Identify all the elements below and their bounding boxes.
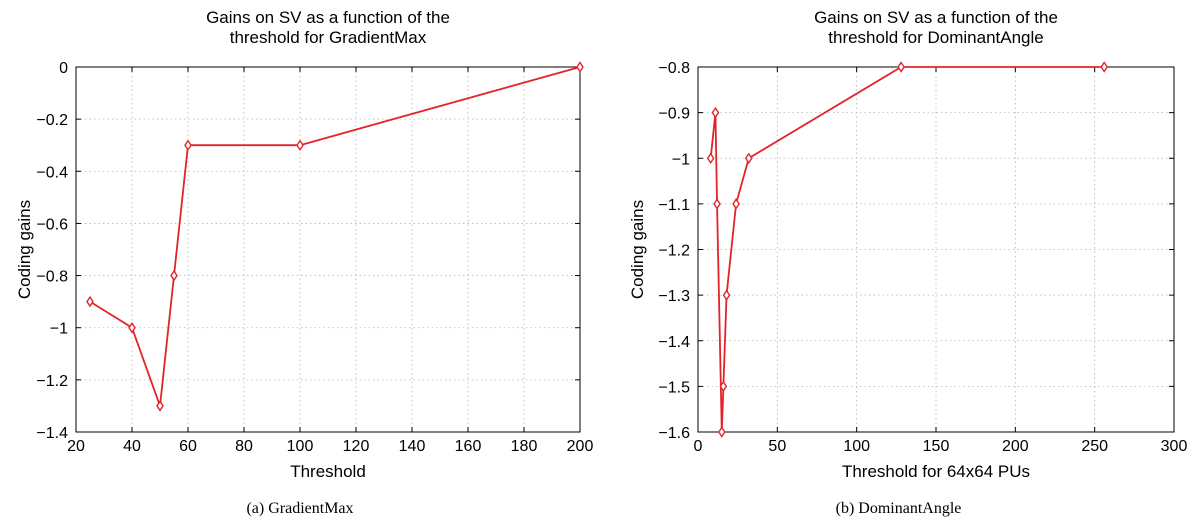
gradientmax-title-line: Gains on SV as a function of the xyxy=(206,8,450,27)
dominantangle-ytick-label: −1.6 xyxy=(658,425,690,442)
caption-dominantangle: (b) DominantAngle xyxy=(835,500,962,517)
gradientmax-data-point xyxy=(86,295,94,308)
dominantangle-ytick-label: −1.2 xyxy=(658,243,690,260)
gradientmax-data-point xyxy=(296,139,304,151)
gradientmax-xtick-label: 200 xyxy=(567,438,594,455)
gradientmax-ytick-label: −1.2 xyxy=(36,373,68,390)
gradientmax-ytick-label: −0.2 xyxy=(36,112,68,129)
dominantangle-title-line: Gains on SV as a function of the xyxy=(814,8,1058,27)
dominantangle-data-point xyxy=(897,61,905,73)
dominantangle-xtick-label: 50 xyxy=(768,438,786,455)
dominantangle-title-line: threshold for DominantAngle xyxy=(828,28,1043,47)
dominantangle-xtick-label: 100 xyxy=(843,438,870,455)
gradientmax-xtick-label: 140 xyxy=(399,438,426,455)
dominantangle-data-point xyxy=(719,380,728,393)
dominantangle-ytick-label: −0.9 xyxy=(658,106,690,123)
chart-dominantangle: Gains on SV as a function of the threshol… xyxy=(628,8,1188,481)
gradientmax-xtick-label: 120 xyxy=(343,438,370,455)
gradientmax-ytick-label: 0 xyxy=(59,60,68,77)
dominantangle-data-point xyxy=(1100,61,1109,73)
gradientmax-xtick-label: 60 xyxy=(179,438,197,455)
gradientmax-x-axis-label: Threshold xyxy=(290,462,366,481)
dominantangle-xtick-label: 0 xyxy=(694,438,703,455)
gradientmax-y-axis-label: Coding gains xyxy=(15,200,34,299)
dominantangle-ytick-label: −1 xyxy=(672,151,690,168)
gradientmax-data-point xyxy=(170,269,178,282)
dominantangle-ytick-label: −1.4 xyxy=(658,334,690,351)
dominantangle-xtick-label: 300 xyxy=(1161,438,1188,455)
caption-gradientmax: (a) GradientMax xyxy=(246,500,354,517)
gradientmax-title-line: threshold for GradientMax xyxy=(230,28,427,47)
chart-gradientmax: Gains on SV as a function of the threshol… xyxy=(15,8,594,481)
dominantangle-xtick-label: 250 xyxy=(1081,438,1108,455)
dominantangle-data-point xyxy=(744,152,753,165)
chart-panel-dominantangle: Gains on SV as a function of the threshol… xyxy=(600,0,1197,525)
gradientmax-data-point xyxy=(128,321,136,334)
dominantangle-data-point xyxy=(717,426,726,438)
dominantangle-data-point xyxy=(713,198,721,210)
dominantangle-series-line xyxy=(709,66,1105,433)
gradientmax-ytick-label: −1.4 xyxy=(36,425,68,442)
dominantangle-ytick-label: −0.8 xyxy=(658,60,690,77)
dominantangle-ytick-label: −1.1 xyxy=(658,197,690,214)
gradientmax-series-line xyxy=(89,66,581,407)
dominantangle-chart-title: Gains on SV as a function of the threshol… xyxy=(814,8,1058,47)
dominantangle-data-point xyxy=(711,106,720,119)
chart-panel-gradientmax: Gains on SV as a function of the threshol… xyxy=(15,8,594,517)
gradientmax-xtick-label: 80 xyxy=(235,438,253,455)
gradientmax-xtick-label: 180 xyxy=(511,438,538,455)
gradientmax-data-point xyxy=(156,400,164,412)
dominantangle-x-axis-label: Threshold for 64x64 PUs xyxy=(842,462,1030,481)
gradientmax-ytick-label: −0.4 xyxy=(36,164,68,181)
dominantangle-y-axis-label: Coding gains xyxy=(628,200,647,299)
gradientmax-data-point xyxy=(576,61,584,73)
gradientmax-chart-title: Gains on SV as a function of the threshol… xyxy=(206,8,450,47)
gradientmax-xtick-label: 160 xyxy=(455,438,482,455)
dominantangle-ytick-label: −1.3 xyxy=(658,288,690,305)
gradientmax-ytick-label: −0.6 xyxy=(36,216,68,233)
gradientmax-ytick-label: −0.8 xyxy=(36,269,68,286)
dominantangle-data-point xyxy=(732,198,740,210)
gradientmax-ytick-label: −1 xyxy=(50,321,68,338)
dominantangle-data-point xyxy=(706,152,715,165)
dominantangle-ytick-label: −1.5 xyxy=(658,379,690,396)
gradientmax-xtick-label: 20 xyxy=(67,438,85,455)
dominantangle-xtick-label: 200 xyxy=(1002,438,1029,455)
dominantangle-xtick-label: 150 xyxy=(923,438,950,455)
dominantangle-data-point xyxy=(722,289,731,301)
gradientmax-xtick-label: 100 xyxy=(287,438,314,455)
gradientmax-xtick-label: 40 xyxy=(123,438,141,455)
gradientmax-plot-frame xyxy=(75,66,581,433)
gradientmax-data-point xyxy=(184,139,192,151)
